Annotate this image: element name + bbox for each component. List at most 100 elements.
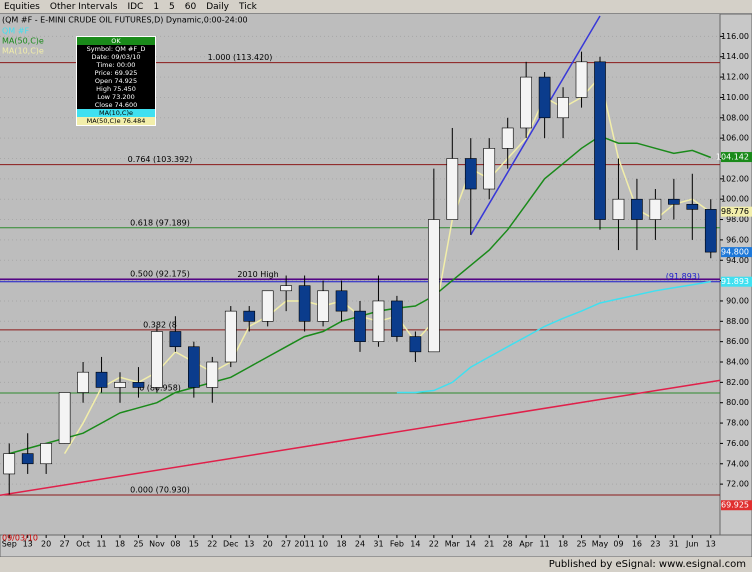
- x-tick-label: Oct: [76, 540, 90, 549]
- candle-body: [501, 127, 514, 149]
- level-label: 1.000 (113.420): [208, 53, 273, 62]
- toolbar-item[interactable]: Other Intervals: [49, 1, 118, 12]
- y-tick-label: 94.00: [726, 256, 749, 265]
- candle-body: [649, 198, 662, 220]
- data-window-row: Time: 00:00: [96, 61, 136, 69]
- candle-body: [428, 219, 440, 353]
- y-tick-label: 74.00: [726, 459, 749, 468]
- y-tick-label: 102.00: [721, 174, 749, 183]
- x-tick-label: 18: [336, 540, 346, 549]
- ma-line: [396, 280, 711, 394]
- data-window: OK Symbol: QM #F_D Date: 09/03/10 Time: 00:…: [76, 36, 156, 126]
- candle-body: [391, 300, 403, 337]
- x-tick-label: 25: [133, 540, 143, 549]
- x-tick-label: 2011: [294, 540, 314, 549]
- chart-title: (QM #F - E-MINI CRUDE OIL FUTURES,D) Dyn…: [2, 16, 248, 25]
- data-window-row: Open 74.925: [94, 77, 138, 85]
- candle-body: [612, 198, 625, 220]
- y-tick-label: 76.00: [726, 439, 749, 448]
- x-tick-label: 14: [466, 540, 476, 549]
- toolbar-item[interactable]: 5: [169, 1, 175, 12]
- candle-body: [243, 310, 256, 322]
- last-value-label: 69.925: [721, 501, 749, 510]
- last-value-box: [721, 500, 752, 511]
- x-tick-label: 23: [650, 540, 660, 549]
- candle-body: [704, 209, 717, 253]
- level-label: 0.764 (103.392): [128, 155, 193, 164]
- y-tick-label: 90.00: [726, 296, 749, 305]
- candle-body: [557, 97, 569, 119]
- candle-body: [483, 148, 496, 190]
- candle-body: [409, 336, 422, 353]
- last-value-label: 104.142: [716, 153, 749, 162]
- y-tick-label: 114.00: [721, 52, 749, 61]
- x-tick-label: 20: [263, 540, 273, 549]
- y-tick-label: 82.00: [726, 378, 749, 387]
- y-tick-label: 112.00: [721, 73, 749, 82]
- x-tick-label: 27: [281, 540, 291, 549]
- candle-body: [261, 290, 274, 322]
- x-tick-label: May: [592, 540, 609, 549]
- data-window-row: Symbol: QM #F_D: [86, 45, 146, 53]
- x-tick-label: 20: [41, 540, 51, 549]
- candle-body: [3, 453, 16, 475]
- toolbar-item[interactable]: IDC: [127, 1, 144, 12]
- level-label: (91.893): [666, 272, 700, 281]
- candle-body: [169, 331, 182, 348]
- toolbar-item[interactable]: Tick: [239, 1, 257, 12]
- y-tick-label: 98.00: [726, 215, 749, 224]
- toolbar-item[interactable]: Daily: [206, 1, 230, 12]
- candle-body: [132, 382, 145, 388]
- candle-body: [224, 310, 237, 363]
- x-tick-label: Dec: [223, 540, 238, 549]
- last-value-label: 94.800: [721, 248, 749, 257]
- candle-body: [464, 158, 477, 190]
- legend-entry: QM #F: [2, 27, 29, 36]
- x-tick-label: 13: [706, 540, 716, 549]
- price-axis: [719, 14, 752, 536]
- x-tick-label: 09: [613, 540, 623, 549]
- x-tick-label: Mar: [445, 540, 461, 549]
- candle-body: [206, 361, 219, 388]
- y-tick-label: 80.00: [726, 398, 749, 407]
- y-tick-label: 116.00: [721, 32, 749, 41]
- candle-body: [188, 346, 200, 388]
- x-tick-label: Apr: [519, 540, 534, 549]
- chart: 72.00 74.00 76.00 78.00 80.00 82.00 84.00 86.00…: [0, 14, 752, 557]
- x-tick-label: 11: [540, 540, 550, 549]
- x-tick-label: 22: [207, 540, 217, 549]
- candle-body: [575, 61, 588, 98]
- candle-body: [686, 203, 699, 210]
- toolbar-item[interactable]: Equities: [4, 1, 40, 12]
- y-tick-label: 106.00: [721, 134, 749, 143]
- footer: Published by eSignal: www.esignal.com: [0, 557, 752, 572]
- x-tick-label: Sep: [2, 540, 17, 549]
- last-value-box: [721, 206, 752, 217]
- candle-body: [114, 382, 126, 388]
- title-bg: [0, 14, 240, 25]
- candle-body: [77, 371, 89, 393]
- x-tick-label: 13: [244, 540, 254, 549]
- toolbar-item[interactable]: 60: [184, 1, 197, 12]
- y-tick-label: 108.00: [721, 113, 749, 122]
- data-window-row: MA(10,C)e: [77, 109, 155, 117]
- candle-body: [151, 331, 163, 388]
- x-tick-label: 16: [632, 540, 642, 549]
- candle-body: [95, 371, 108, 388]
- candle-body: [631, 198, 643, 220]
- level-label: 0.500 (92.175): [130, 269, 190, 278]
- data-window-row: MA(50,C)e 76.484: [77, 117, 155, 125]
- data-window-row: Low 73.200: [97, 93, 135, 101]
- x-tick-label: 08: [170, 540, 180, 549]
- x-tick-label: 10: [318, 540, 328, 549]
- toolbar-item[interactable]: 1: [153, 1, 160, 12]
- candle-body: [538, 76, 551, 119]
- candle-body: [354, 310, 366, 342]
- time-axis: [0, 534, 752, 557]
- data-window-row: Close 74.600: [94, 101, 138, 109]
- x-tick-label: 27: [60, 540, 70, 549]
- y-tick-label: 110.00: [721, 93, 749, 102]
- y-tick-label: 100.00: [721, 195, 749, 204]
- candle-body: [21, 453, 34, 465]
